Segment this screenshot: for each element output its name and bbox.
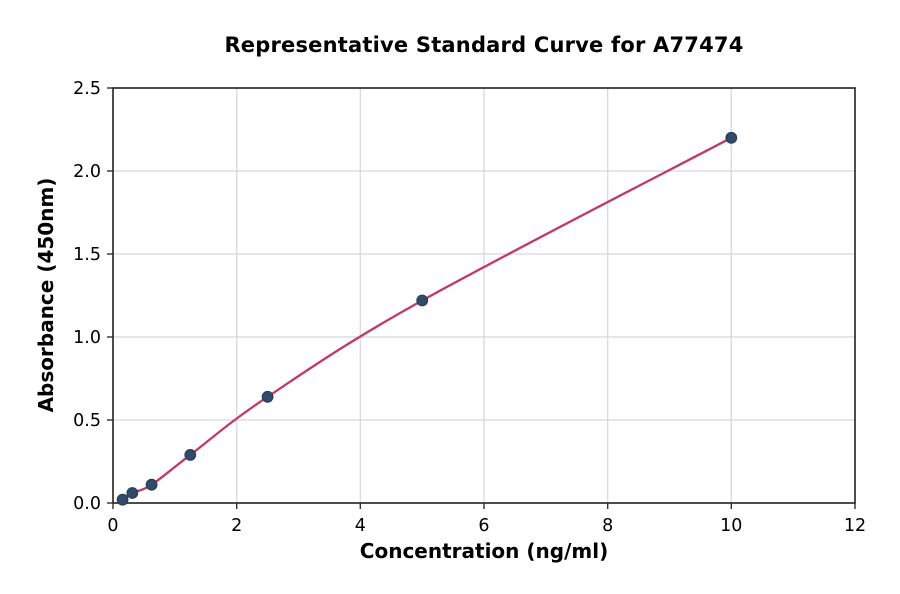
- data-point-marker: [126, 487, 139, 499]
- x-axis-label: Concentration (ng/ml): [359, 539, 609, 563]
- x-tick-label: 6: [478, 516, 489, 536]
- y-tick-label: 2.0: [73, 162, 101, 182]
- axes-frame: [112, 87, 856, 504]
- data-point-marker: [261, 390, 274, 403]
- x-tick-label: 8: [602, 516, 613, 536]
- fit-curve: [121, 136, 733, 501]
- y-tick-label: 1.0: [73, 328, 101, 348]
- x-tick-label: 4: [355, 516, 366, 536]
- data-point-marker: [416, 294, 429, 307]
- x-tick-label: 10: [720, 516, 742, 536]
- x-tick-label: 2: [231, 516, 242, 536]
- y-tick-label: 2.5: [73, 79, 101, 99]
- x-tick-label: 12: [844, 516, 866, 536]
- data-point-marker: [145, 478, 158, 491]
- data-point-marker: [725, 131, 738, 144]
- data-point-marker: [184, 449, 197, 461]
- y-tick-label: 0.0: [73, 494, 101, 514]
- y-tick-label: 1.5: [73, 245, 101, 265]
- data-point-marker: [116, 493, 129, 506]
- chart-title: Representative Standard Curve for A77474: [224, 33, 744, 57]
- y-tick-label: 0.5: [73, 411, 101, 431]
- x-tick-label: 0: [107, 516, 118, 536]
